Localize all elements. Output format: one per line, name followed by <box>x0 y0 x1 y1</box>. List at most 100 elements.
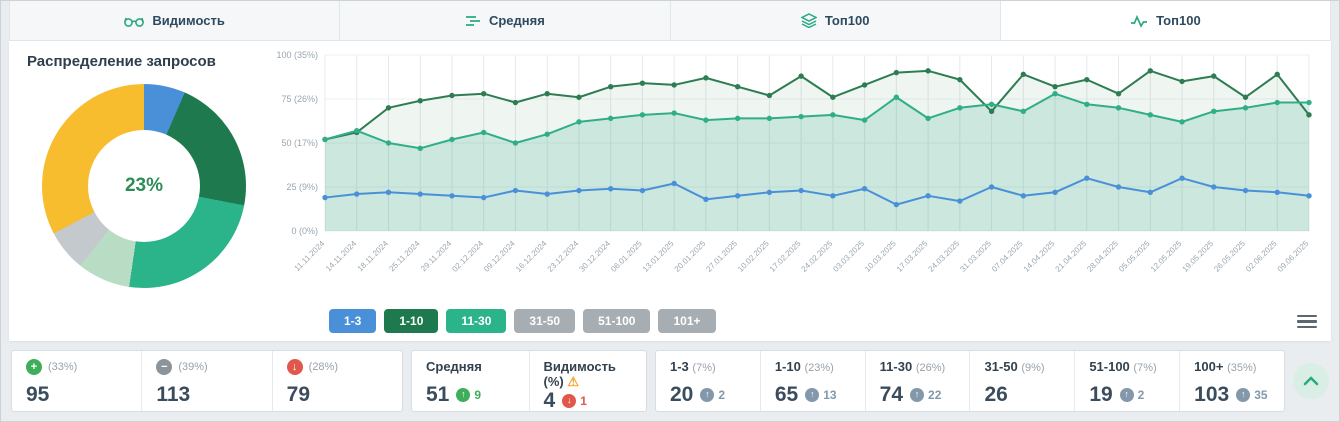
svg-text:20.01.2025: 20.01.2025 <box>673 239 708 274</box>
unchanged-cell: − (39%) 113 <box>142 351 273 411</box>
summary-bar: + (33%) 95 − (39%) 113 ↓ (28%) 79 <box>1 341 1339 421</box>
chart-tabbar: Видимость Средняя Топ100 Топ100 <box>9 1 1331 41</box>
svg-text:0 (0%): 0 (0%) <box>291 226 318 236</box>
scroll-to-top-button[interactable] <box>1293 363 1329 399</box>
svg-text:31.03.2025: 31.03.2025 <box>958 239 993 274</box>
svg-text:14.04.2025: 14.04.2025 <box>1022 239 1057 274</box>
tab-visibility[interactable]: Видимость <box>10 1 341 40</box>
ranges-card: 1-3 (7%) 20 ↑ 2 1-10 (23%) 65 ↑ 13 11-30 (… <box>655 350 1285 412</box>
donut-center-value: 23% <box>124 175 164 196</box>
unchanged-percent: (39%) <box>178 361 208 373</box>
chevron-up-icon <box>1303 376 1319 386</box>
visibility-delta: ↓ 1 <box>562 393 587 408</box>
svg-text:06.01.2025: 06.01.2025 <box>609 239 644 274</box>
svg-text:02.12.2024: 02.12.2024 <box>450 239 485 274</box>
svg-text:03.03.2025: 03.03.2025 <box>831 239 866 274</box>
average-delta: ↑ 9 <box>456 387 481 402</box>
average-visibility-card: Средняя 51 ↑ 9 Видимость (%) ⚠ 4 <box>411 350 647 412</box>
tab-label: Топ100 <box>1156 13 1201 28</box>
growth-value: 95 <box>26 383 50 406</box>
query-distribution-donut[interactable]: 23% <box>42 84 246 288</box>
range-delta: ↑ 2 <box>700 387 725 402</box>
range-delta: ↑ 35 <box>1236 387 1268 402</box>
rankings-line-chart: 0 (0%) 25 (9%) 50 (17%) 75 (26%) 100 (35%) 11… <box>276 50 1312 274</box>
donut-center: 23% <box>88 130 200 242</box>
tab-top100-layers[interactable]: Топ100 <box>670 1 1001 40</box>
rankings-chart-area: 0 (0%) 25 (9%) 50 (17%) 75 (26%) 100 (35%) 11… <box>271 41 1331 341</box>
down-arrow-icon: ↓ <box>562 393 577 408</box>
svg-text:02.06.2025: 02.06.2025 <box>1244 239 1279 274</box>
tab-label: Видимость <box>152 13 225 28</box>
chart-menu-icon[interactable] <box>1297 312 1317 332</box>
legend-button-1-10[interactable]: 1-10 <box>384 309 439 333</box>
range-cell-100plus: 100+ (35%) 103 ↑ 35 <box>1194 359 1268 406</box>
up-arrow-icon: ↑ <box>910 387 925 402</box>
svg-text:18.11.2024: 18.11.2024 <box>356 239 391 274</box>
svg-text:24.03.2025: 24.03.2025 <box>927 239 962 274</box>
svg-text:09.12.2024: 09.12.2024 <box>482 239 517 274</box>
movement-summary-card: + (33%) 95 − (39%) 113 ↓ (28%) 79 <box>11 350 403 412</box>
legend-button-11-30[interactable]: 11-30 <box>446 309 507 333</box>
average-label: Средняя <box>426 359 482 374</box>
svg-text:13.01.2025: 13.01.2025 <box>641 239 676 274</box>
glasses-icon <box>124 17 145 27</box>
warning-icon: ⚠ <box>567 374 579 389</box>
tab-top100-dynamics[interactable]: Топ100 <box>1000 1 1330 40</box>
range-delta: ↑ 13 <box>805 387 837 402</box>
tab-label: Топ100 <box>824 13 870 28</box>
main-panel: Распределение запросов 23% 0 (0%) 25 (9%)… <box>9 41 1331 341</box>
visibility-cell: Видимость (%) ⚠ 4 ↓ 1 <box>530 351 647 411</box>
range-delta: ↑ 22 <box>910 387 941 402</box>
average-lines-icon <box>465 15 480 26</box>
svg-text:75 (26%): 75 (26%) <box>281 94 318 104</box>
range-cell-11-30: 11-30 (26%) 74 ↑ 22 <box>866 351 971 411</box>
up-arrow-icon: ↑ <box>1119 387 1134 402</box>
average-value: 51 <box>426 383 450 406</box>
legend-button-31-50[interactable]: 31-50 <box>514 309 576 333</box>
svg-text:10.03.2025: 10.03.2025 <box>863 239 898 274</box>
svg-text:24.02.2025: 24.02.2025 <box>800 239 835 274</box>
svg-text:10.02.2025: 10.02.2025 <box>736 239 771 274</box>
svg-text:19.05.2025: 19.05.2025 <box>1181 239 1216 274</box>
drop-cell: ↓ (28%) 79 <box>273 351 402 411</box>
svg-text:17.02.2025: 17.02.2025 <box>768 239 803 274</box>
svg-text:23.12.2024: 23.12.2024 <box>546 239 581 274</box>
down-circle-icon: ↓ <box>286 359 303 375</box>
up-arrow-icon: ↑ <box>1236 387 1251 402</box>
panel-title: Распределение запросов <box>27 53 216 70</box>
svg-text:07.04.2025: 07.04.2025 <box>990 239 1025 274</box>
svg-text:14.11.2024: 14.11.2024 <box>324 239 359 274</box>
legend-button-51-100[interactable]: 51-100 <box>583 309 651 333</box>
range-delta: ↑ 2 <box>1119 387 1144 402</box>
range-cell-1-3: 1-3 (7%) 20 ↑ 2 <box>656 351 761 411</box>
range-cell-51-100: 51-100 (7%) 19 ↑ 2 <box>1075 351 1181 411</box>
up-arrow-icon: ↑ <box>805 387 820 402</box>
svg-text:12.05.2025: 12.05.2025 <box>1149 239 1184 274</box>
svg-text:17.03.2025: 17.03.2025 <box>895 239 930 274</box>
growth-percent: (33%) <box>48 361 78 373</box>
up-arrow-icon: ↑ <box>700 387 715 402</box>
svg-text:25 (9%): 25 (9%) <box>286 182 318 192</box>
average-cell: Средняя 51 ↑ 9 <box>412 351 530 411</box>
up-arrow-icon: ↑ <box>456 387 471 402</box>
svg-text:26.05.2025: 26.05.2025 <box>1212 239 1247 274</box>
drop-percent: (28%) <box>308 361 338 373</box>
svg-text:05.05.2025: 05.05.2025 <box>1117 239 1152 274</box>
svg-text:29.11.2024: 29.11.2024 <box>419 239 454 274</box>
plus-circle-icon: + <box>26 359 42 375</box>
query-distribution-panel: Распределение запросов 23% <box>9 41 271 341</box>
svg-text:100 (35%): 100 (35%) <box>276 50 318 60</box>
chart-legend: 1-3 1-10 11-30 31-50 51-100 101+ <box>329 309 716 333</box>
minus-circle-icon: − <box>156 359 173 375</box>
layers-icon <box>800 13 817 28</box>
tab-average[interactable]: Средняя <box>340 1 671 40</box>
visibility-value: 4 <box>543 389 556 412</box>
drop-value: 79 <box>286 383 311 406</box>
svg-text:09.06.2025: 09.06.2025 <box>1276 239 1311 274</box>
tab-label: Средняя <box>488 13 545 28</box>
visibility-label: Видимость (%) ⚠ <box>543 359 616 389</box>
legend-button-1-3[interactable]: 1-3 <box>329 309 377 333</box>
svg-text:11.11.2024: 11.11.2024 <box>293 239 327 273</box>
unchanged-value: 113 <box>156 383 191 406</box>
legend-button-101plus[interactable]: 101+ <box>658 309 716 333</box>
